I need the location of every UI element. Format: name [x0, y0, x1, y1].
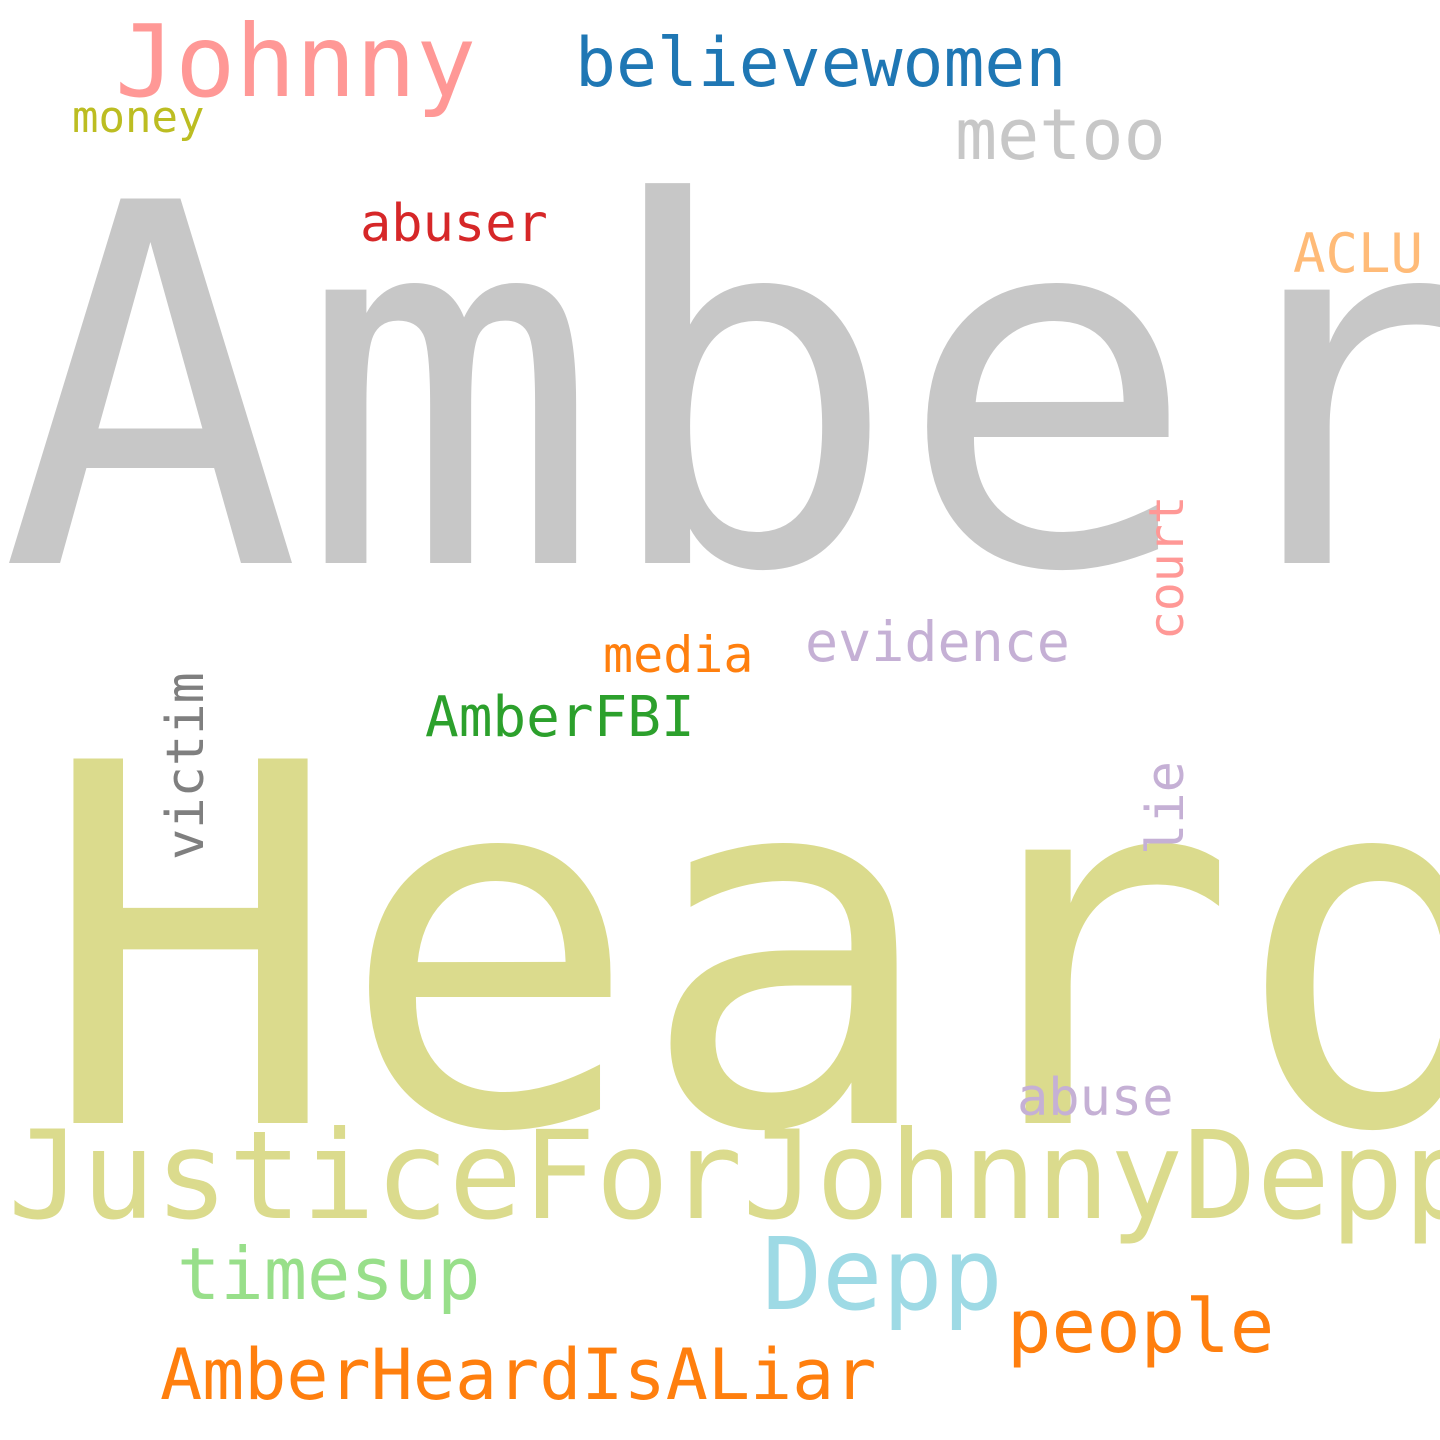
word-heard: Heard	[40, 659, 1440, 1241]
word-victim: victim	[156, 672, 216, 860]
word-court: court	[1139, 495, 1195, 641]
word-people: people	[1007, 1284, 1275, 1370]
word-abuse: abuse	[1017, 1068, 1174, 1128]
word-media: media	[603, 626, 754, 684]
word-believewomen: believewomen	[575, 24, 1067, 103]
word-amberheardisaliar: AmberHeardIsALiar	[160, 1334, 877, 1416]
word-amberfbi: AmberFBI	[425, 685, 695, 750]
word-metoo: metoo	[955, 94, 1166, 176]
word-justicefor-johnnydepp: JusticeForJohnnyDepp	[8, 1105, 1440, 1247]
word-aclu: ACLU	[1293, 222, 1424, 285]
word-lie: lie	[1136, 761, 1196, 855]
word-abuser: abuser	[360, 194, 548, 254]
word-evidence: evidence	[805, 610, 1070, 674]
word-money: money	[72, 92, 205, 143]
word-depp: Depp	[762, 1216, 1003, 1333]
word-timesup: timesup	[177, 1232, 481, 1316]
word-amber: Amber	[0, 99, 1440, 681]
word-johnny: Johnny	[115, 3, 477, 120]
